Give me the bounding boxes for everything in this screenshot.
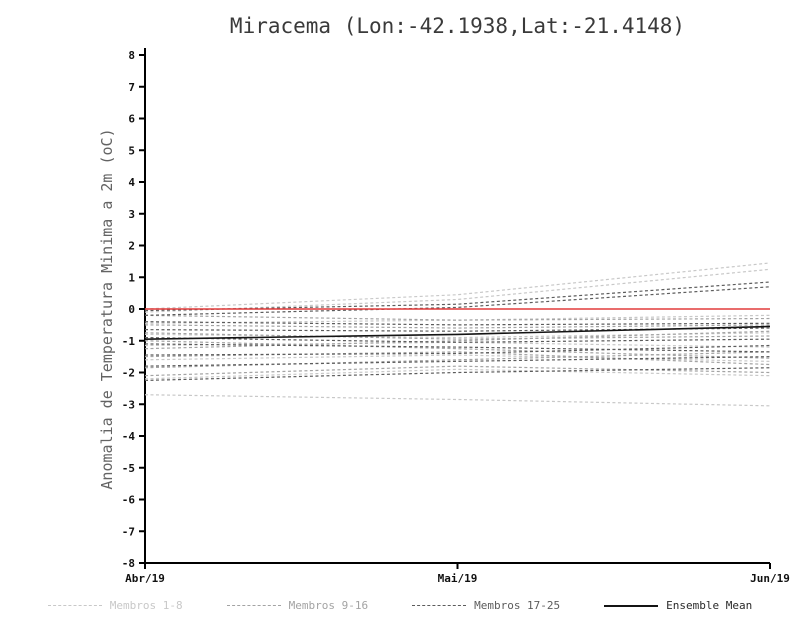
legend-line-sample xyxy=(226,605,281,606)
legend-item-g3: Membros 17-25 xyxy=(412,599,560,612)
x-tick-label: Abr/19 xyxy=(125,572,165,585)
y-tick-label: 4 xyxy=(128,176,135,189)
chart-legend: Membros 1-8 Membros 9-16 Membros 17-25 Ense… xyxy=(0,599,800,612)
membro-01-line xyxy=(144,262,771,310)
y-tick-label: 1 xyxy=(128,271,135,284)
y-tick-label: -2 xyxy=(122,367,135,380)
y-tick-label: -4 xyxy=(122,430,136,443)
legend-item-mean: Ensemble Mean xyxy=(604,599,752,612)
legend-label: Membros 17-25 xyxy=(474,599,561,612)
y-tick-label: -8 xyxy=(122,557,135,570)
legend-label: Membros 1-8 xyxy=(109,599,183,612)
y-tick-label: 6 xyxy=(128,113,135,126)
legend-line-sample xyxy=(604,604,659,607)
legend-line-sample xyxy=(47,605,102,606)
membro-07-line xyxy=(144,368,771,380)
y-tick-label: 3 xyxy=(128,208,135,221)
legend-item-g1: Membros 1-8 xyxy=(47,599,183,612)
membro-18-line xyxy=(144,286,771,316)
membro-25-line xyxy=(144,367,771,382)
membro-06-line xyxy=(144,354,771,362)
membro-10-line xyxy=(144,324,771,329)
y-tick-label: -1 xyxy=(122,335,136,348)
membro-23-line xyxy=(144,344,771,356)
y-tick-label: 5 xyxy=(128,144,135,157)
membro-16-line xyxy=(144,365,771,377)
y-tick-label: 8 xyxy=(128,49,135,62)
membro-17-line xyxy=(144,281,771,312)
x-tick-label: Mai/19 xyxy=(438,572,478,585)
legend-label: Membros 9-16 xyxy=(288,599,369,612)
y-tick-label: -5 xyxy=(122,462,135,475)
ensemble-mean-line xyxy=(144,325,771,340)
y-tick-label: 7 xyxy=(128,81,135,94)
chart-title: Miracema (Lon:-42.1938,Lat:-21.4148) xyxy=(229,14,686,38)
legend-label: Ensemble Mean xyxy=(666,599,753,612)
x-tick-label: Jun/19 xyxy=(750,572,790,585)
membro-09-line xyxy=(144,314,771,321)
y-tick-label: 2 xyxy=(128,240,135,253)
membro-08-line xyxy=(144,394,771,407)
legend-item-g2: Membros 9-16 xyxy=(226,599,369,612)
y-tick-label: -3 xyxy=(122,398,135,411)
legend-line-sample xyxy=(412,605,467,606)
y-tick-label: -6 xyxy=(122,494,136,507)
y-tick-label: 0 xyxy=(128,303,135,316)
membro-19-line xyxy=(144,321,771,326)
membro-22-line xyxy=(144,343,771,353)
membro-02-line xyxy=(144,268,771,313)
y-tick-label: -7 xyxy=(122,525,135,538)
